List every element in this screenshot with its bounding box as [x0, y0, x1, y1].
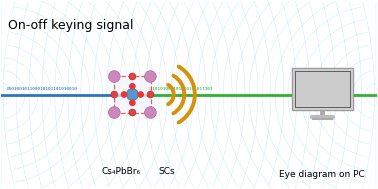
Circle shape	[145, 107, 156, 118]
Text: 010100101100010101101010010: 010100101100010101101010010	[6, 88, 77, 91]
Circle shape	[126, 88, 138, 101]
Bar	[292, 68, 353, 110]
Text: SCs: SCs	[158, 167, 175, 176]
Bar	[293, 69, 352, 109]
Bar	[113, 76, 151, 113]
Circle shape	[138, 92, 143, 97]
Circle shape	[108, 71, 120, 82]
Circle shape	[130, 100, 135, 105]
Circle shape	[145, 71, 156, 82]
Text: Eye diagram on PC: Eye diagram on PC	[279, 170, 365, 179]
Circle shape	[129, 109, 136, 116]
Text: Cs₄PbBr₆: Cs₄PbBr₆	[102, 167, 141, 176]
Text: On-off keying signal: On-off keying signal	[8, 19, 134, 32]
Circle shape	[121, 92, 127, 97]
Circle shape	[130, 84, 135, 89]
Bar	[295, 71, 350, 107]
Circle shape	[108, 107, 120, 118]
Circle shape	[147, 91, 154, 98]
Text: 0010101000101010101011101: 0010101000101010101011101	[147, 88, 213, 91]
Circle shape	[111, 91, 118, 98]
Circle shape	[129, 73, 136, 80]
